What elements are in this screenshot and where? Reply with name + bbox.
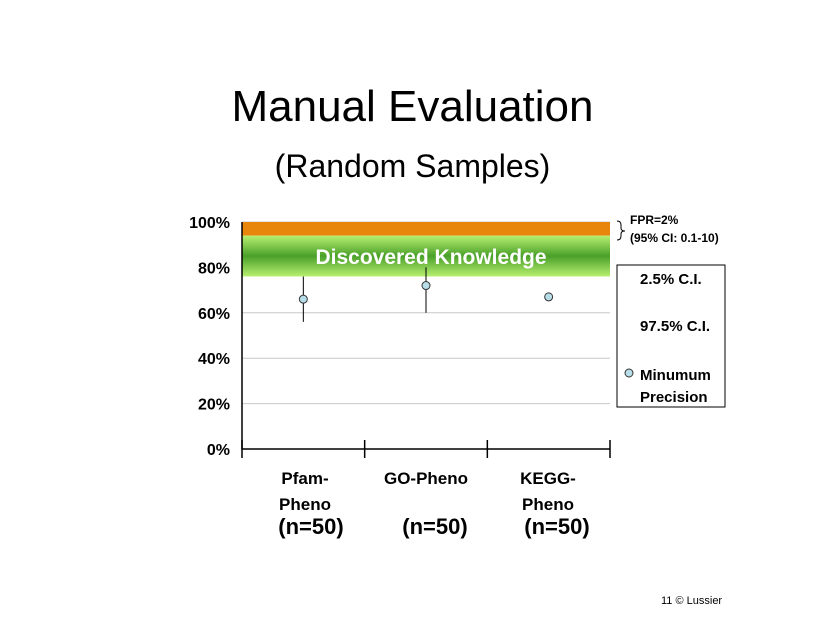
category-label: Pheno [522,495,574,514]
y-tick-label: 80% [198,260,230,277]
category-label: Pheno [279,495,331,514]
legend-item-ci-high: 97.5% C.I. [640,318,710,335]
precision-point [421,281,431,291]
category-label: KEGG- [520,469,576,488]
slide-subtitle: (Random Samples) [274,148,551,184]
legend-box [616,264,726,408]
legend-marker-icon [624,368,634,378]
category-label: GO-Pheno [384,469,468,488]
sample-size-label: (n=50) [402,514,467,539]
precision-point [298,294,308,304]
y-tick-label: 100% [189,215,230,232]
band-label: Discovered Knowledge [315,246,546,269]
sample-size-label: (n=50) [278,514,343,539]
fpr-annotation-line1: FPR=2% [630,213,679,227]
legend-item-ci-low: 2.5% C.I. [640,271,702,288]
fpr-annotation-line2: (95% CI: 0.1-10) [630,231,719,245]
fpr-brace [616,220,626,241]
y-tick-label: 0% [207,442,230,459]
category-label: Pfam- [281,469,328,488]
slide-title: Manual Evaluation [231,82,594,131]
sample-size-label: (n=50) [524,514,589,539]
legend-item-precision: Precision [640,389,708,406]
slide-footer: 11 © Lussier [661,595,722,607]
precision-point [544,292,554,302]
y-tick-label: 20% [198,397,230,414]
y-tick-label: 60% [198,306,230,323]
fpr-band [242,222,610,236]
legend-item-minimum: Minumum [640,367,711,384]
y-tick-label: 40% [198,351,230,368]
